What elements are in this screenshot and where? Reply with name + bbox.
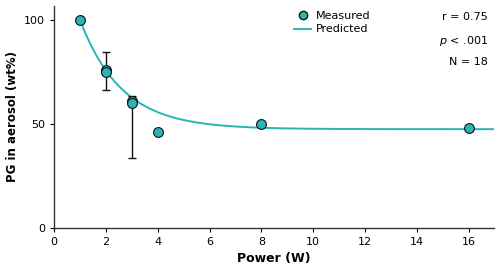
- Text: $p$ < .001: $p$ < .001: [438, 34, 488, 49]
- X-axis label: Power (W): Power (W): [238, 253, 311, 265]
- Point: [128, 101, 136, 105]
- Point: [258, 122, 266, 126]
- Text: N = 18: N = 18: [449, 57, 488, 67]
- Point: [154, 130, 162, 134]
- Point: [76, 18, 84, 22]
- Point: [102, 68, 110, 72]
- Text: r = 0.75: r = 0.75: [442, 12, 488, 22]
- Point: [128, 99, 136, 103]
- Y-axis label: PG in aerosol (wt%): PG in aerosol (wt%): [6, 51, 18, 182]
- Point: [102, 70, 110, 74]
- Point: [464, 126, 472, 130]
- Legend: Measured, Predicted: Measured, Predicted: [294, 11, 370, 34]
